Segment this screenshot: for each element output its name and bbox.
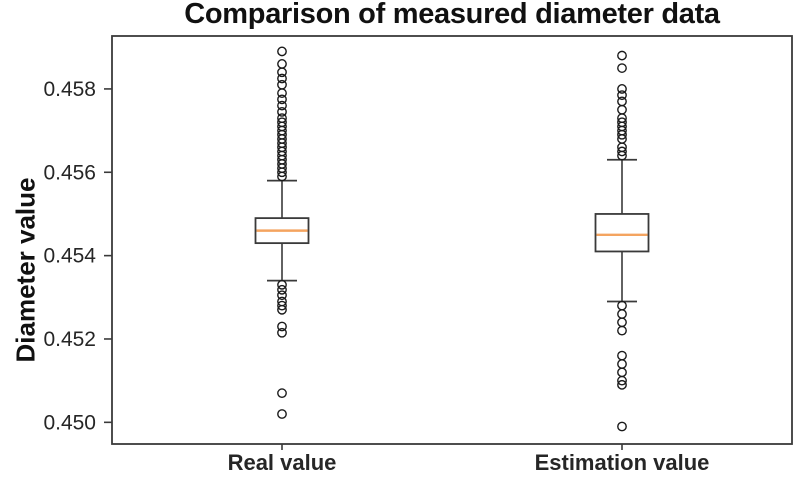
outlier-point: [277, 167, 287, 178]
outlier-point: [277, 388, 287, 399]
outlier-point: [277, 284, 287, 295]
outlier-point: [277, 409, 287, 419]
outlier-point: [277, 100, 287, 111]
y-tick-label: 0.450: [43, 411, 96, 434]
outlier-point: [277, 300, 287, 311]
outlier-point: [277, 321, 287, 332]
x-tick-label: Estimation value: [535, 450, 710, 475]
outlier-point: [617, 63, 627, 73]
outlier-point: [617, 150, 627, 161]
outlier-point: [277, 279, 287, 290]
chart-title: Comparison of measured diameter data: [184, 0, 720, 30]
outlier-point: [277, 106, 287, 117]
x-tick-label: Real value: [228, 450, 337, 475]
outlier-point: [277, 79, 287, 90]
outlier-point: [617, 421, 627, 432]
outlier-point: [617, 359, 627, 369]
outlier-point: [277, 290, 287, 301]
y-tick-label: 0.452: [43, 328, 96, 351]
outlier-point: [277, 327, 287, 338]
box: [594, 213, 650, 253]
outlier-point: [617, 50, 627, 61]
outlier-point: [617, 375, 627, 386]
outlier-point: [617, 300, 627, 311]
outlier-point: [617, 325, 627, 336]
y-tick-label: 0.458: [43, 78, 96, 101]
outlier-point: [617, 146, 627, 157]
outlier-point: [277, 94, 287, 105]
outlier-point: [617, 350, 627, 361]
outlier-point: [277, 59, 287, 69]
outlier-point: [617, 96, 627, 107]
outlier-point: [277, 304, 287, 315]
outlier-point: [277, 73, 287, 84]
outlier-point: [277, 67, 287, 78]
outlier-point: [617, 104, 627, 115]
outlier-point: [617, 367, 627, 378]
outlier-point: [617, 129, 627, 140]
y-tick-label: 0.454: [43, 245, 96, 268]
outlier-point: [617, 309, 627, 319]
plot-border: [111, 35, 793, 445]
outlier-point: [277, 46, 287, 57]
y-tick-label: 0.456: [43, 161, 96, 184]
outlier-point: [617, 379, 627, 390]
outlier-point: [277, 88, 287, 98]
outlier-point: [617, 317, 627, 328]
outlier-point: [617, 90, 627, 101]
outlier-point: [617, 84, 627, 94]
outlier-point: [277, 171, 287, 182]
